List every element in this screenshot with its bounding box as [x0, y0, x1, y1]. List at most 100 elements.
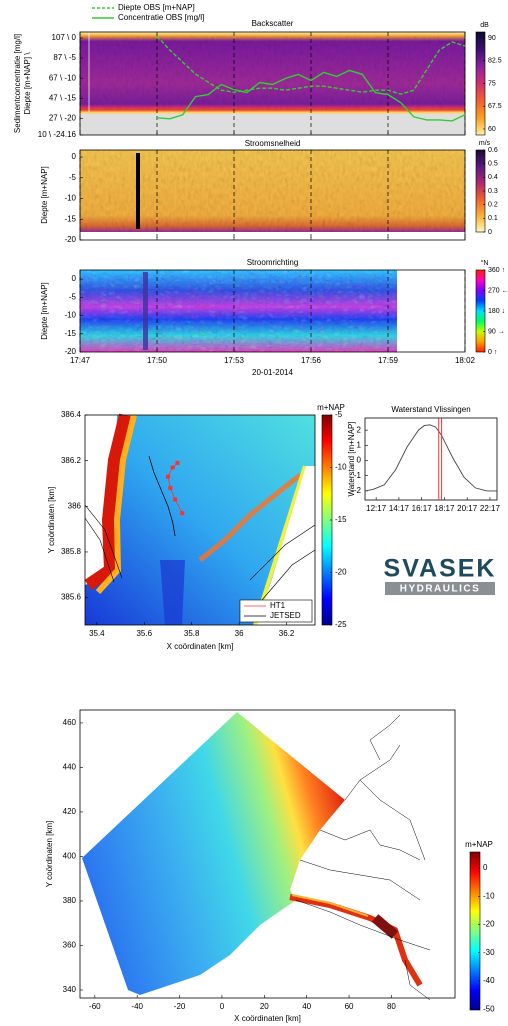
y-tick-label: -5 [69, 292, 77, 301]
y-tick-label: 67 \ -10 [49, 73, 77, 82]
x-tick-label: 60 [345, 1002, 354, 1011]
y-axis-label: Sedimentconcentratie [mg/l] [13, 34, 22, 133]
logo-name: SVASEK [384, 555, 497, 583]
y-tick-label: 107 \ 0 [52, 33, 77, 42]
colorbar-tick-label: -30 [483, 948, 495, 957]
colorbar-tick-label: 67.5 [488, 103, 502, 110]
colorbar-tick-label: -15 [335, 515, 347, 524]
colorbar [469, 851, 481, 1011]
plot-frame [84, 414, 316, 626]
colorbar-tick-label: 82.5 [488, 58, 502, 65]
plot-frame [79, 709, 456, 999]
colorbar-tick-label: 90 [488, 35, 496, 42]
x-tick-label: -40 [131, 1002, 143, 1011]
series-line [156, 35, 466, 95]
x-tick-label: 17:50 [147, 356, 168, 365]
y-tick-label: 87 \ -5 [53, 53, 76, 62]
colorbar-tick-label: 0.2 [488, 202, 498, 209]
colorbar-tick-label: -5 [335, 410, 343, 419]
track-marker [175, 460, 180, 465]
y-axis-label: Diepte [m+NAP] [40, 282, 49, 340]
colorbar-tick-label: 270 ← [488, 287, 508, 294]
y-tick-label: 0 [72, 152, 77, 161]
y-tick-label: -2 [354, 486, 362, 495]
x-tick-label: 14:17 [389, 504, 410, 513]
series-line [364, 424, 497, 492]
logo-subtitle: HYDRAULICS [400, 584, 481, 595]
series-line [156, 69, 466, 122]
x-tick-label: 17:56 [301, 356, 322, 365]
y-tick-label: 10 \ -24.16 [38, 130, 77, 139]
y-tick-label: 1 [357, 440, 362, 449]
x-tick-label: -20 [174, 1002, 186, 1011]
colorbar-tick-label: 0.5 [488, 161, 498, 168]
legend-box [239, 599, 313, 623]
y-tick-label: 0 [357, 456, 362, 465]
x-tick-label: 36 [235, 629, 244, 638]
y-tick-label: 440 [63, 763, 77, 772]
colorbar-tick-label: 90 → [488, 328, 505, 335]
colorbar-tick-label: 0 ↑ [488, 349, 497, 356]
local-map-image [84, 413, 316, 626]
y-tick-label: -15 [64, 214, 76, 223]
y-tick-label: -10 [64, 311, 76, 320]
plot-frame [364, 417, 498, 501]
y-tick-label: 386 [68, 501, 82, 510]
y-tick-label: 380 [63, 896, 77, 905]
x-tick-label: 12:17 [366, 504, 387, 513]
y-tick-label: 386.4 [61, 410, 82, 419]
y-tick-label: 400 [63, 852, 77, 861]
colorbar-tick-label: -20 [483, 920, 495, 929]
colorbar-label: m+NAP [465, 840, 493, 849]
x-tick-label: 35.6 [136, 629, 152, 638]
y-tick-label: -10 [64, 194, 76, 203]
colorbar-tick-label: 75 [488, 80, 496, 87]
y-tick-label: 0 [72, 274, 77, 283]
colorbar-label: °N [481, 259, 489, 267]
logo: SVASEK HYDRAULICS [384, 555, 497, 595]
panel-title: Backscatter [252, 19, 294, 28]
colorbar-tick-label: -50 [483, 1004, 495, 1013]
y-tick-label: 340 [63, 985, 77, 994]
x-tick-label: 0 [220, 1002, 225, 1011]
x-tick-label: 35.4 [89, 629, 105, 638]
x-tick-label: -60 [89, 1002, 101, 1011]
x-tick-label: 18:17 [434, 504, 455, 513]
track-marker [173, 497, 178, 502]
colorbar-tick-label: 0.3 [488, 188, 498, 195]
x-tick-label: 80 [387, 1002, 396, 1011]
colorbar-tick-label: 180 ↓ [488, 308, 505, 315]
y-axis-label: Waterstand [m+NAP] [347, 421, 356, 496]
track-marker [170, 465, 175, 470]
region-map-image [82, 712, 431, 1001]
legend-label: JETSED [270, 611, 301, 620]
y-axis-label: Diepte [m+NAP] [40, 166, 49, 224]
colorbar-tick-label: -25 [335, 620, 347, 629]
x-tick-label: 35.8 [184, 629, 200, 638]
y-tick-label: -20 [64, 347, 76, 356]
y-tick-label: 360 [63, 941, 77, 950]
colorbar-tick-label: 0.6 [488, 147, 498, 154]
panel-title: Stroomsnelheid [245, 139, 301, 148]
track [148, 455, 176, 537]
x-tick-label: 16:17 [412, 504, 433, 513]
plot-frame [79, 269, 466, 353]
colorbar-label: m/s [479, 140, 491, 147]
x-tick-label: 22:17 [480, 504, 501, 513]
y-tick-label: 385.8 [61, 547, 82, 556]
x-tick-label: 36.2 [279, 629, 295, 638]
x-tick-label: 17:53 [224, 356, 245, 365]
direction-image [80, 270, 397, 352]
legend-label: Concentratie OBS [mg/l] [118, 13, 204, 22]
x-tick-label: 20 [260, 1002, 269, 1011]
y-tick-label: -1 [354, 471, 362, 480]
y-tick-label: -15 [64, 329, 76, 338]
y-axis-label: Y coördinaten [km] [47, 487, 56, 554]
colorbar-tick-label: -10 [483, 891, 495, 900]
speed-image [80, 150, 465, 232]
colorbar-tick-label: -40 [483, 976, 495, 985]
x-tick-label: 18:02 [455, 356, 476, 365]
y-tick-label: 385.6 [61, 593, 82, 602]
track-marker [168, 486, 173, 491]
